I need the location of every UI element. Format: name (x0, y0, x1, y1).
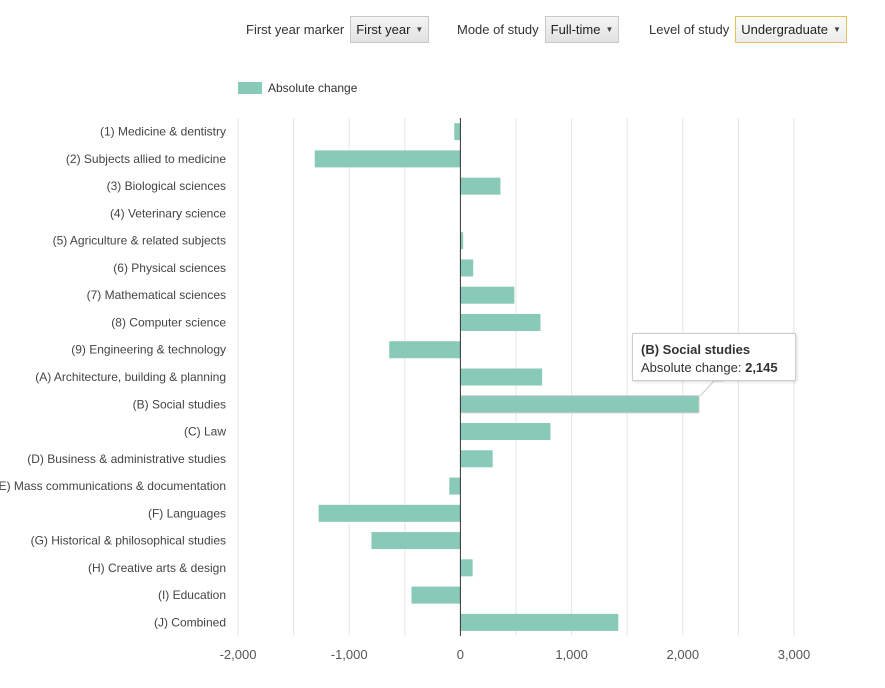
mode-of-study-filter: Mode of study Full-time ▼ (457, 15, 620, 44)
x-tick-label: 2,000 (667, 647, 700, 662)
category-label: (7) Mathematical sciences (87, 288, 226, 302)
category-label: (9) Engineering & technology (71, 343, 226, 357)
tooltip-value: 2,145 (745, 360, 778, 375)
caret-down-icon: ▼ (832, 25, 841, 34)
select-value: Full-time (550, 22, 601, 37)
category-label: (8) Computer science (111, 315, 226, 329)
x-tick-label: 1,000 (555, 647, 588, 662)
filter-label: Level of study (649, 22, 730, 37)
x-tick-label: -1,000 (331, 647, 368, 662)
category-label: (4) Veterinary science (110, 206, 226, 220)
caret-down-icon: ▼ (605, 25, 614, 34)
first-year-marker-select[interactable]: First year ▼ (350, 16, 430, 43)
bar[interactable] (460, 259, 474, 277)
category-label: (3) Biological sciences (107, 179, 226, 193)
category-label: (F) Languages (148, 506, 226, 520)
level-of-study-select[interactable]: Undergraduate ▼ (735, 16, 847, 43)
bar[interactable] (460, 559, 473, 577)
bar[interactable] (460, 613, 619, 631)
bar[interactable] (460, 313, 541, 331)
first-year-marker-filter: First year marker First year ▼ (246, 15, 430, 44)
category-label: (J) Combined (154, 615, 226, 629)
tooltip-pointer (699, 380, 724, 397)
tooltip-title: (B) Social studies (641, 342, 751, 357)
category-label: (5) Agriculture & related subjects (53, 234, 226, 248)
filter-label: Mode of study (457, 22, 539, 37)
bar[interactable] (318, 504, 461, 522)
bar[interactable] (460, 232, 464, 250)
category-label: (G) Historical & philosophical studies (31, 534, 226, 548)
bar[interactable] (371, 532, 461, 550)
category-label: (2) Subjects allied to medicine (66, 152, 226, 166)
bar[interactable] (449, 477, 461, 495)
bar[interactable] (460, 423, 551, 441)
category-label: (D) Business & administrative studies (27, 452, 226, 466)
category-label: (1) Medicine & dentistry (100, 125, 226, 139)
level-of-study-filter: Level of study Undergraduate ▼ (649, 15, 847, 44)
tooltip-label: Absolute change: (641, 360, 742, 375)
category-label: (6) Physical sciences (113, 261, 226, 275)
legend[interactable]: Absolute change (238, 81, 357, 95)
bar[interactable] (460, 450, 493, 468)
legend-swatch (238, 82, 262, 94)
bar[interactable] (454, 123, 461, 141)
category-label: (C) Law (184, 425, 226, 439)
select-value: Undergraduate (741, 22, 828, 37)
bar[interactable] (460, 286, 515, 304)
mode-of-study-select[interactable]: Full-time ▼ (544, 16, 620, 43)
category-label: (E) Mass communications & documentation (0, 479, 226, 493)
category-label: (I) Education (158, 588, 226, 602)
bar[interactable] (459, 395, 700, 414)
legend-label: Absolute change (268, 81, 358, 95)
x-tick-label: 0 (457, 647, 464, 662)
caret-down-icon: ▼ (415, 25, 424, 34)
x-tick-label: 3,000 (778, 647, 811, 662)
bar[interactable] (460, 177, 501, 195)
tooltip: (B) Social studies Absolute change: 2,14… (632, 333, 796, 381)
category-label: (B) Social studies (133, 397, 226, 411)
category-label: (A) Architecture, building & planning (35, 370, 226, 384)
bar[interactable] (411, 586, 461, 604)
category-label: (H) Creative arts & design (88, 561, 226, 575)
x-tick-label: -2,000 (220, 647, 257, 662)
filter-label: First year marker (246, 22, 345, 37)
select-value: First year (356, 22, 411, 37)
bar[interactable] (314, 150, 461, 168)
bar[interactable] (389, 341, 461, 359)
bar[interactable] (460, 368, 543, 386)
